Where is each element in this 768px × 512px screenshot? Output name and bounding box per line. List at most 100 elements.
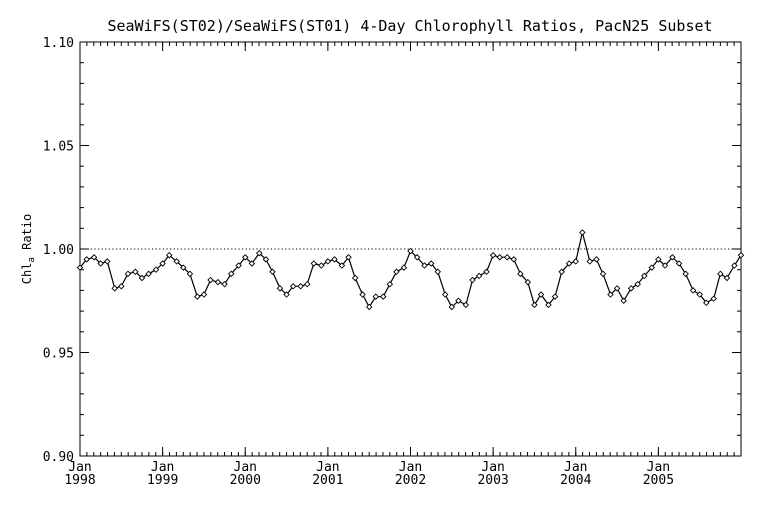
data-point: [235, 262, 242, 269]
data-point: [393, 268, 400, 276]
x-tick-year: 2000: [230, 473, 261, 488]
x-tick-month: Jan: [68, 460, 91, 475]
x-tick-month: Jan: [647, 460, 670, 475]
x-tick-month: Jan: [151, 460, 174, 475]
data-point: [186, 270, 194, 278]
data-point: [338, 262, 346, 269]
data-point: [159, 260, 166, 267]
x-axis: Jan1998Jan1999Jan2000Jan2001Jan2002Jan20…: [64, 42, 742, 488]
y-axis-label-subscript: a: [27, 257, 37, 262]
data-point: [365, 303, 373, 311]
data-point: [503, 254, 511, 261]
y-tick-label: 1.05: [43, 140, 74, 155]
data-point: [669, 254, 676, 261]
data-point: [462, 301, 470, 309]
data-point: [400, 264, 408, 271]
data-point: [297, 283, 304, 290]
data-point: [593, 256, 600, 263]
data-point: [345, 254, 352, 261]
x-tick-year: 1999: [147, 473, 178, 488]
data-point: [283, 291, 290, 298]
data-point: [723, 274, 731, 282]
data-point: [276, 285, 284, 292]
y-axis-label: Chla Ratio: [20, 214, 37, 284]
data-point: [551, 293, 559, 300]
data-point: [537, 291, 545, 298]
data-point: [289, 283, 297, 290]
data-point: [710, 295, 717, 302]
data-point: [331, 256, 338, 263]
data-point: [427, 260, 435, 267]
data-point: [455, 297, 462, 304]
x-tick-month: Jan: [564, 460, 587, 475]
data-point: [703, 299, 710, 307]
data-point: [207, 276, 214, 284]
data-point: [558, 268, 565, 276]
x-tick-month: Jan: [234, 460, 257, 475]
x-tick-year: 2002: [395, 473, 426, 488]
data-point: [138, 274, 146, 282]
data-point: [682, 270, 689, 278]
y-axis: 0.90 0.95 1.00 1.05 1.10: [43, 36, 741, 465]
data-point: [111, 285, 118, 292]
data-point: [531, 301, 538, 309]
data-point: [180, 264, 187, 271]
data-point: [627, 285, 635, 292]
data-point: [124, 270, 132, 278]
data-point: [227, 270, 235, 278]
data-point: [586, 258, 594, 265]
data-point: [648, 264, 656, 271]
data-point: [434, 268, 442, 276]
x-tick-year: 2003: [477, 473, 508, 488]
data-point: [97, 260, 104, 267]
data-point: [545, 301, 552, 309]
data-point: [76, 264, 84, 271]
series-line: [79, 232, 742, 309]
data-point: [269, 268, 276, 276]
y-tick-label: 0.95: [43, 347, 74, 362]
x-tick-year: 1998: [64, 473, 95, 488]
data-point: [132, 268, 139, 276]
data-point: [572, 258, 579, 265]
data-point: [717, 270, 724, 278]
data-point: [696, 291, 703, 298]
data-point: [407, 247, 414, 255]
data-point: [318, 262, 325, 269]
y-tick-label: 1.10: [43, 36, 74, 51]
x-tick-year: 2001: [312, 473, 343, 488]
data-point: [483, 268, 490, 276]
y-axis-label-tail: Ratio: [20, 214, 34, 257]
data-point: [324, 258, 332, 265]
data-point: [524, 278, 532, 286]
data-point: [173, 258, 180, 265]
data-point: [655, 256, 662, 263]
data-point: [303, 280, 311, 288]
data-point: [242, 254, 249, 261]
data-point: [194, 293, 201, 300]
data-point: [517, 270, 524, 278]
chart-title: SeaWiFS(ST02)/SeaWiFS(ST01) 4-Day Chloro…: [107, 17, 712, 35]
data-point: [737, 251, 745, 259]
data-point: [372, 293, 380, 300]
data-point: [613, 285, 621, 292]
data-point: [386, 280, 394, 288]
data-point: [221, 280, 228, 288]
data-point: [441, 291, 449, 298]
data-point: [145, 270, 152, 278]
data-point: [118, 283, 125, 290]
data-point: [262, 256, 270, 263]
x-tick-month: Jan: [316, 460, 339, 475]
x-tick-year: 2005: [643, 473, 674, 488]
data-point: [579, 229, 586, 236]
y-tick-label: 0.90: [43, 450, 74, 465]
data-point: [731, 262, 738, 269]
data-point: [90, 254, 98, 261]
data-point: [448, 303, 456, 311]
data-point: [620, 297, 627, 304]
data-point: [310, 260, 318, 267]
y-tick-label: 1.00: [43, 243, 74, 258]
x-tick-year: 2004: [560, 473, 591, 488]
data-point: [510, 256, 518, 263]
data-point: [689, 287, 697, 294]
data-point: [104, 258, 111, 265]
